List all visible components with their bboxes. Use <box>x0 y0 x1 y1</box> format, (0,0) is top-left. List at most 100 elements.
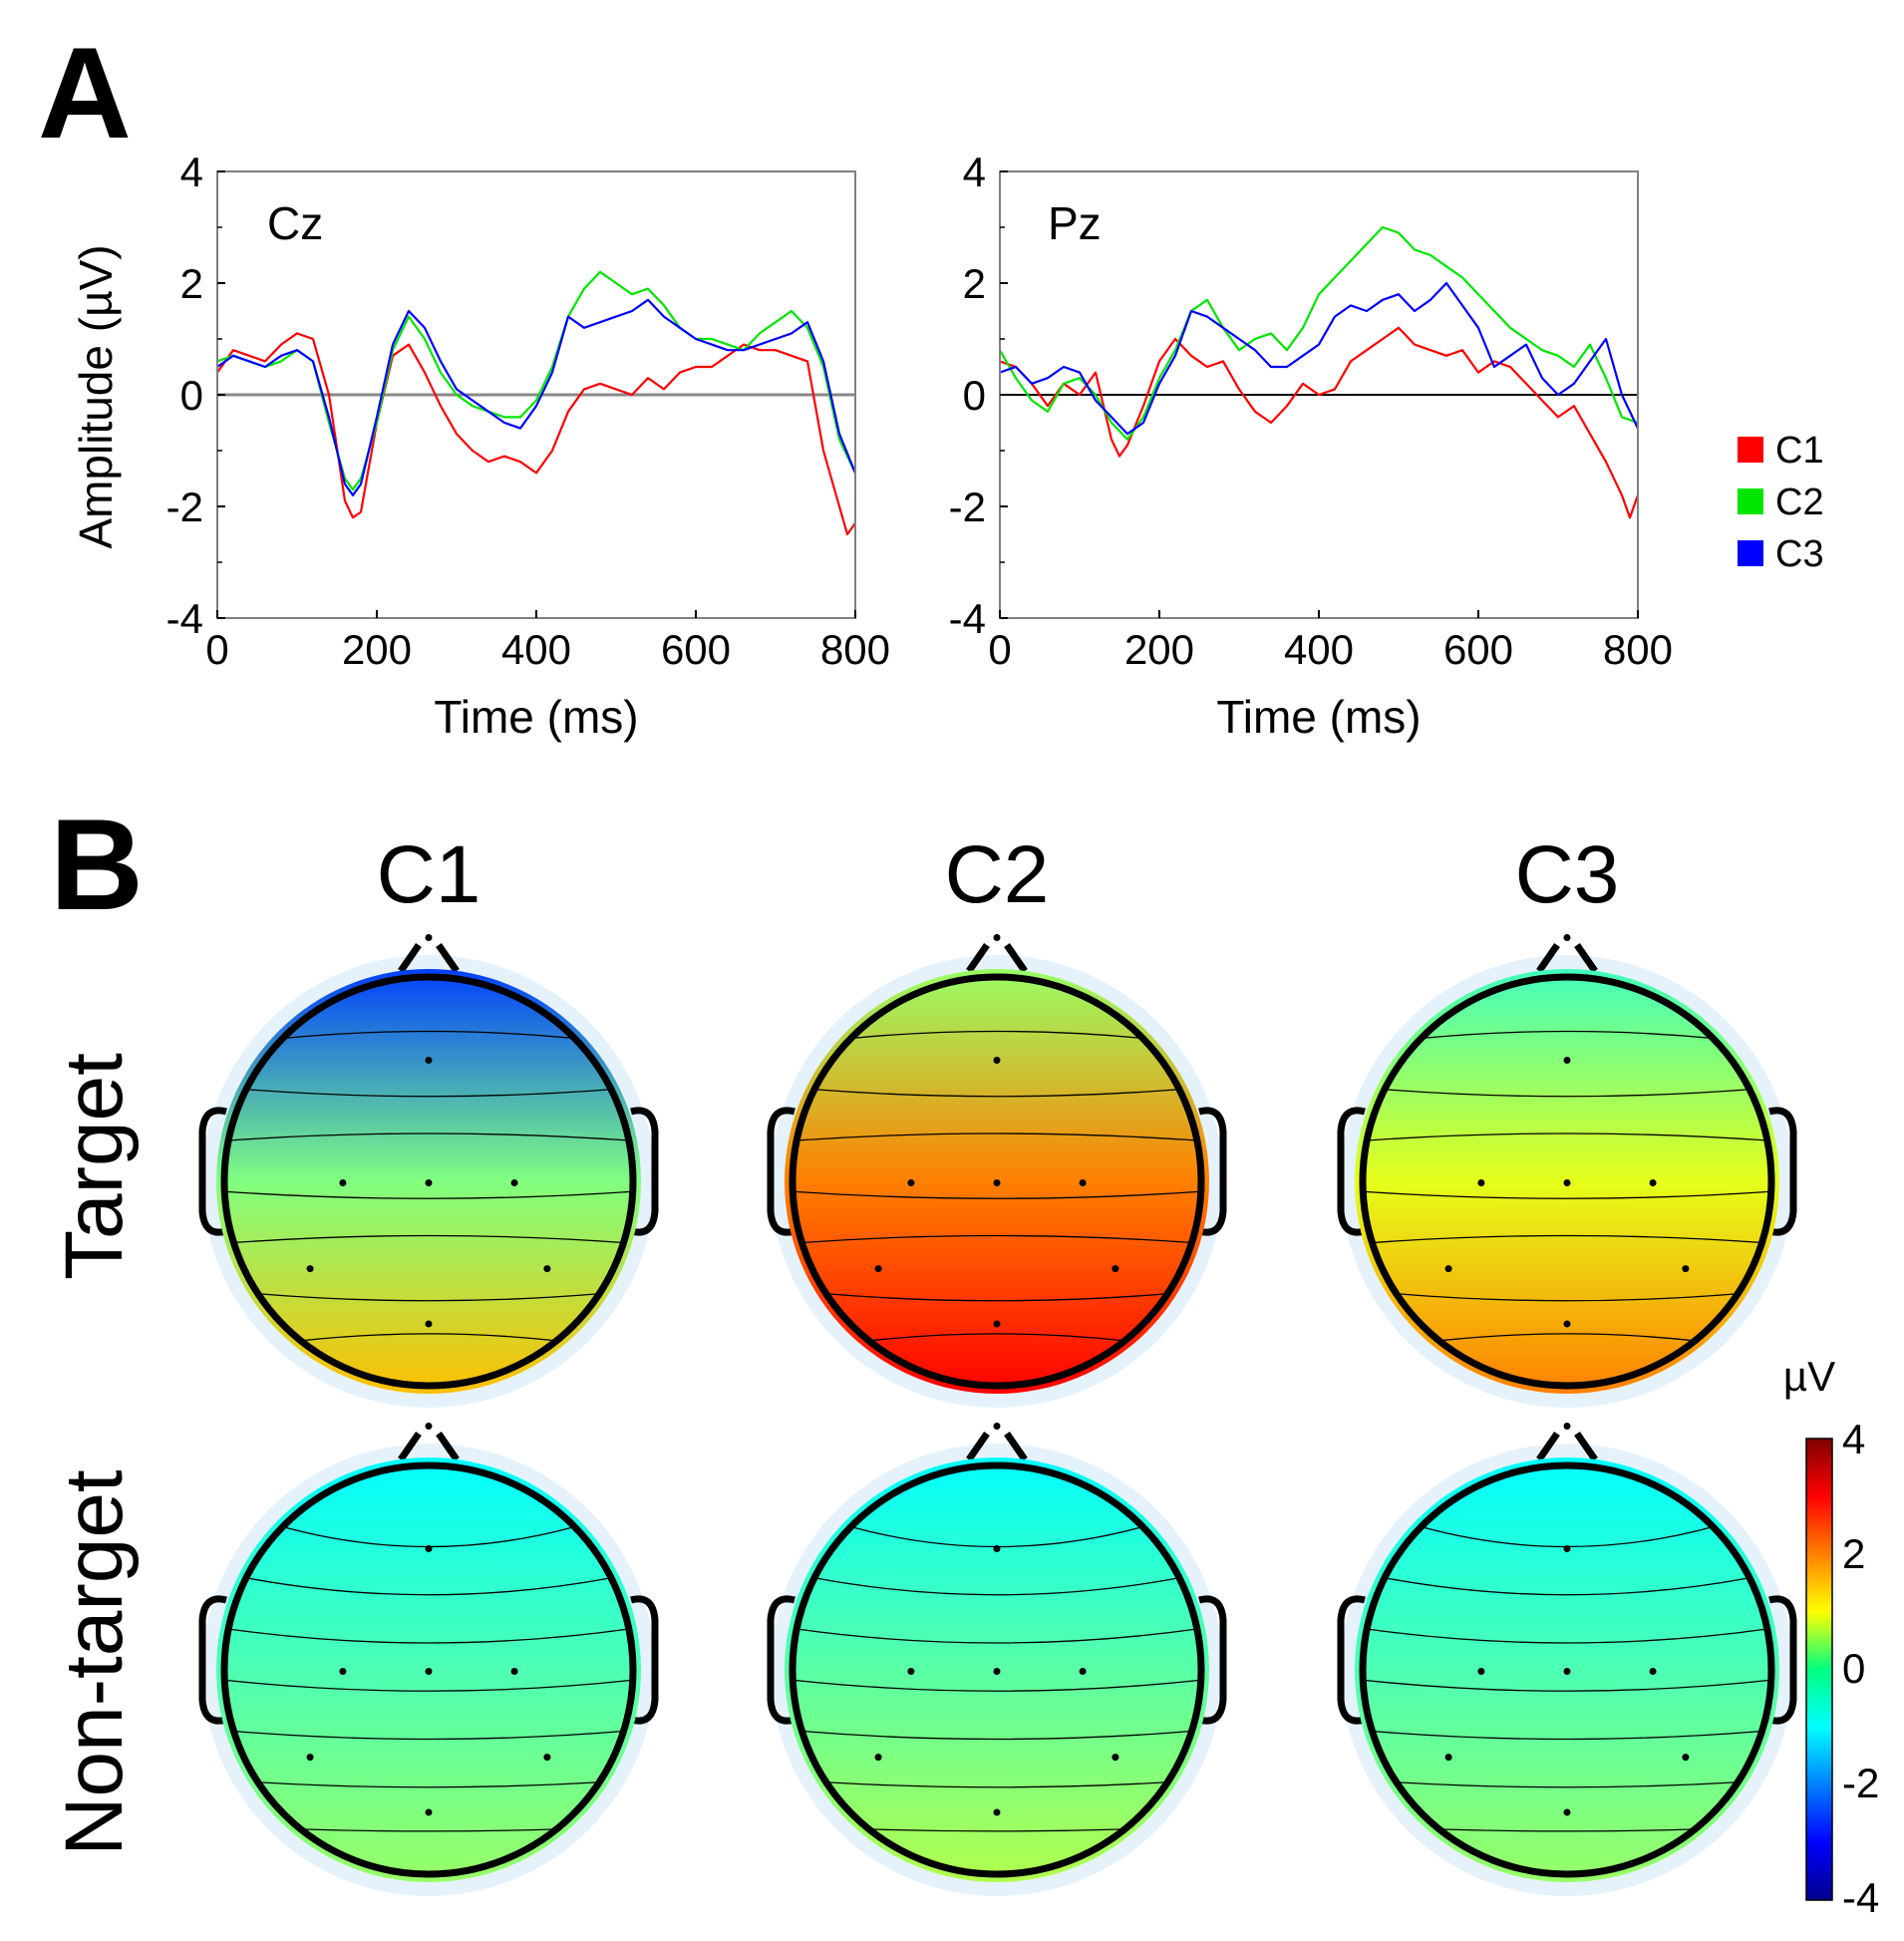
topomap-c2-target <box>767 934 1227 1408</box>
electrode-dot <box>1563 934 1571 941</box>
x-tick-label: 400 <box>501 626 571 673</box>
colorbar-gradient <box>1805 1438 1833 1901</box>
electrode-dot <box>1563 1545 1571 1552</box>
contour-line <box>233 1730 624 1741</box>
topomap-c3-nontarget <box>1337 1423 1797 1896</box>
contour-line <box>1363 1679 1771 1692</box>
channel-label: Pz <box>1048 197 1102 249</box>
x-tick-label: 0 <box>205 626 228 673</box>
electrode-dot <box>1477 1179 1485 1186</box>
series-line-c3 <box>216 298 857 496</box>
contour-line <box>801 1730 1192 1741</box>
contour-line <box>850 1030 1143 1040</box>
contour-line <box>796 1628 1197 1644</box>
right-ear-icon <box>1768 1595 1797 1725</box>
electrode-dot <box>543 1754 551 1762</box>
x-tick-label: 0 <box>988 626 1011 673</box>
topomap-c1-target <box>198 934 659 1408</box>
electrode-dot <box>993 934 1001 941</box>
series-line-c2 <box>999 225 1639 441</box>
electrode-dot <box>1682 1754 1690 1762</box>
series-line-c2 <box>216 270 856 491</box>
y-tick-label: 2 <box>963 260 986 307</box>
electrode-dot <box>1649 1668 1657 1675</box>
contour-line <box>228 1628 629 1644</box>
nose-icon <box>1536 1432 1598 1461</box>
colorbar-tick-neg4: -4 <box>1842 1874 1879 1921</box>
head-outline <box>220 1461 637 1878</box>
nose-icon <box>398 1432 460 1461</box>
electrode-dot <box>874 1265 882 1273</box>
head-outline <box>1359 973 1775 1390</box>
contour-line <box>825 1781 1168 1788</box>
contour-line <box>793 1190 1201 1199</box>
x-tick-label: 400 <box>1284 626 1354 673</box>
contour-line <box>1384 1577 1750 1596</box>
head-outline <box>789 1461 1205 1878</box>
colorbar-tick-4: 4 <box>1842 1416 1865 1462</box>
left-ear-icon <box>198 1595 227 1725</box>
contour-line <box>1421 1030 1714 1040</box>
electrode-dot <box>1444 1754 1452 1762</box>
electrode-dot <box>425 934 433 941</box>
contour-line <box>1384 1089 1750 1098</box>
y-tick-label: 4 <box>180 149 203 195</box>
colorbar-unit: µV <box>1783 1353 1835 1400</box>
contour-line <box>1372 1730 1762 1741</box>
electrode-dot <box>1079 1668 1087 1675</box>
electrode-dot <box>1563 1668 1571 1675</box>
erp-plot-pz: 0 200 400 600 800 4 2 0 -2 -4 Pz Time (ms) <box>949 149 1673 743</box>
x-tick-label: 800 <box>1603 626 1673 673</box>
electrode-dot <box>425 1179 433 1186</box>
electrode-dot <box>993 1057 1001 1064</box>
topomap-c1-nontarget <box>198 1423 659 1896</box>
left-ear-icon <box>767 1107 795 1236</box>
electrode-dot <box>425 1057 433 1064</box>
contour-line <box>1396 1293 1739 1302</box>
contour-line <box>300 1828 557 1832</box>
contour-line <box>233 1234 624 1244</box>
legend-swatch-c3 <box>1738 540 1763 566</box>
left-ear-icon <box>1337 1107 1366 1236</box>
row-title-nontarget: Non-target <box>49 1469 140 1856</box>
legend-label-c1: C1 <box>1775 430 1824 472</box>
electrode-dot <box>543 1265 551 1273</box>
legend-label-c2: C2 <box>1775 482 1824 523</box>
electrode-dot <box>510 1179 518 1186</box>
colorbar-tick-neg2: -2 <box>1842 1760 1879 1806</box>
colorbar-tick-0: 0 <box>1842 1645 1865 1692</box>
electrode-dot <box>425 1668 433 1675</box>
electrode-dot <box>1563 1179 1571 1186</box>
contour-line <box>245 1577 612 1596</box>
right-ear-icon <box>1198 1595 1227 1725</box>
electrode-dot <box>510 1668 518 1675</box>
electrode-dot <box>1563 1423 1571 1430</box>
head-outline <box>1359 1461 1775 1878</box>
legend-swatch-c1 <box>1738 437 1763 463</box>
contour-line <box>868 1828 1125 1832</box>
electrode-dot <box>874 1754 882 1762</box>
contour-line <box>1396 1781 1739 1788</box>
x-tick-label: 200 <box>342 626 412 673</box>
contour-line <box>224 1190 633 1199</box>
x-tick-label: 200 <box>1124 626 1194 673</box>
legend-label-c3: C3 <box>1775 533 1824 575</box>
contour-line <box>813 1577 1180 1596</box>
contour-line <box>793 1679 1201 1692</box>
x-tick-label: 800 <box>820 626 890 673</box>
topomap-c2-nontarget <box>767 1423 1227 1896</box>
left-ear-icon <box>1337 1595 1366 1725</box>
series-line-c3 <box>999 281 1639 436</box>
right-ear-icon <box>630 1595 659 1725</box>
colorbar-tick-2: 2 <box>1842 1530 1865 1577</box>
contour-line <box>1438 1333 1696 1342</box>
right-ear-icon <box>1768 1107 1797 1236</box>
y-tick-label: 2 <box>180 260 203 307</box>
y-tick-label: 0 <box>180 372 203 419</box>
electrode-dot <box>993 1320 1001 1328</box>
x-axis-label: Time (ms) <box>434 691 638 743</box>
contour-line <box>796 1132 1197 1141</box>
topomap-c3-target <box>1337 934 1797 1408</box>
electrode-dot <box>1563 1057 1571 1064</box>
right-ear-icon <box>630 1107 659 1236</box>
